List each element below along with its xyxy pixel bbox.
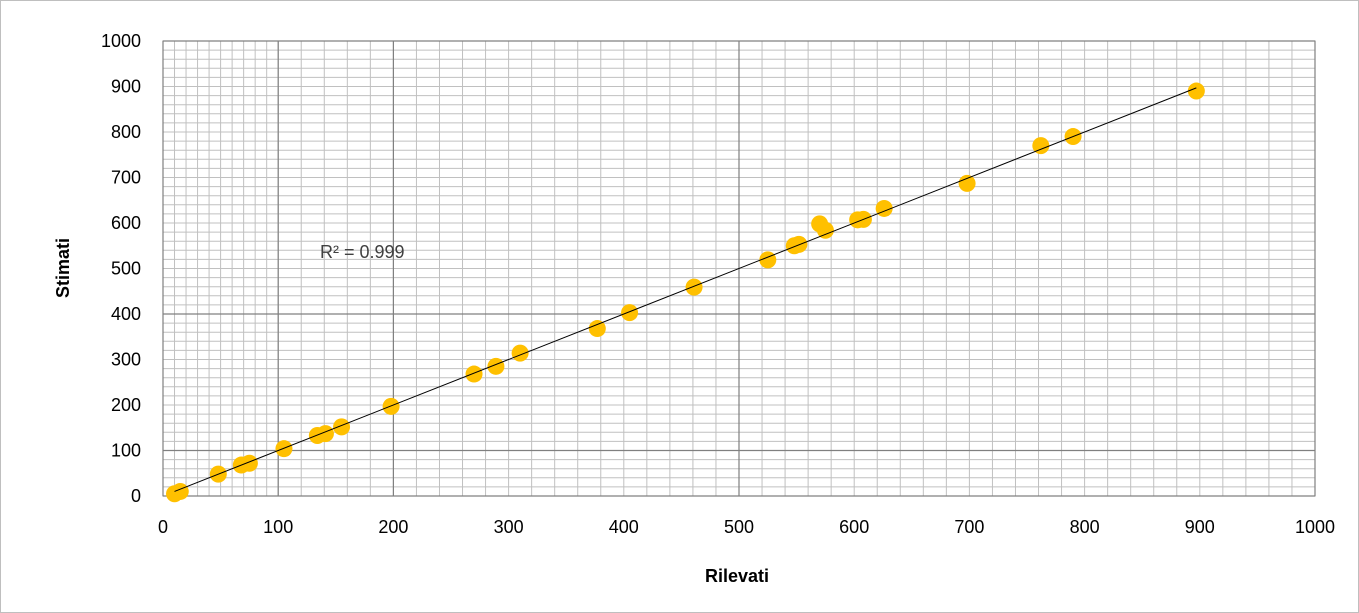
data-point (816, 221, 834, 239)
y-axis-ticks: 0 100 200 300 400 500 600 700 800 900 1000 (101, 31, 141, 506)
trendline (174, 87, 1197, 492)
x-tick-label: 1000 (1295, 517, 1335, 537)
y-tick-label: 1000 (101, 31, 141, 51)
y-tick-label: 900 (111, 77, 141, 97)
x-axis-ticks: 0 100 200 300 400 500 600 700 800 900 1000 (158, 517, 1335, 537)
y-tick-label: 600 (111, 213, 141, 233)
y-tick-label: 800 (111, 122, 141, 142)
y-tick-label: 100 (111, 441, 141, 461)
data-point (171, 482, 189, 500)
x-tick-label: 400 (609, 517, 639, 537)
y-tick-label: 400 (111, 304, 141, 324)
x-tick-label: 100 (263, 517, 293, 537)
x-tick-label: 500 (724, 517, 754, 537)
plot-area-border (162, 40, 1316, 497)
x-tick-label: 200 (378, 517, 408, 537)
r-squared-annotation: R² = 0.999 (320, 242, 405, 262)
data-point (240, 454, 258, 472)
x-tick-label: 300 (494, 517, 524, 537)
data-point (588, 320, 606, 338)
data-point (465, 365, 483, 383)
x-tick-label: 0 (158, 517, 168, 537)
data-point (1187, 82, 1205, 100)
y-tick-label: 700 (111, 168, 141, 188)
data-points (166, 82, 1205, 503)
x-tick-label: 600 (839, 517, 869, 537)
y-tick-label: 300 (111, 350, 141, 370)
y-tick-label: 0 (131, 486, 141, 506)
y-tick-label: 200 (111, 395, 141, 415)
data-point (685, 278, 703, 296)
data-point (958, 174, 976, 192)
y-axis-title: Stimati (53, 238, 73, 298)
data-point (333, 418, 351, 436)
data-point (316, 425, 334, 443)
y-tick-label: 500 (111, 259, 141, 279)
data-point (621, 304, 639, 322)
data-point (511, 344, 529, 362)
x-tick-label: 900 (1185, 517, 1215, 537)
x-axis-title: Rilevati (705, 566, 769, 586)
data-point (487, 357, 505, 375)
data-point (1032, 137, 1050, 155)
x-tick-label: 800 (1070, 517, 1100, 537)
x-tick-label: 700 (954, 517, 984, 537)
